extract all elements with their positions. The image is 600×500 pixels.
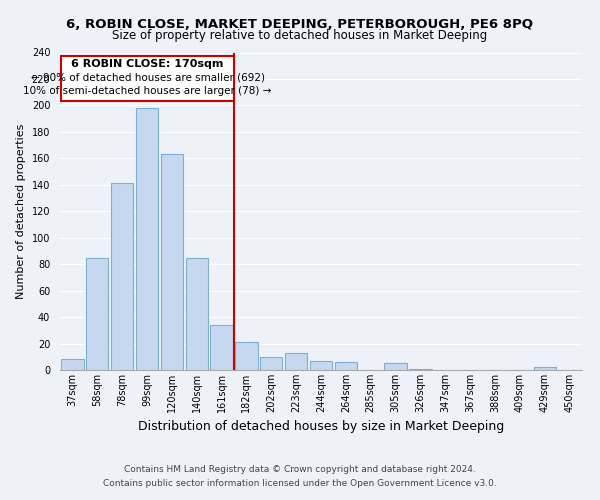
Bar bbox=[310, 360, 332, 370]
Bar bbox=[409, 368, 431, 370]
Bar bbox=[61, 360, 83, 370]
Bar bbox=[235, 342, 257, 370]
Bar bbox=[185, 258, 208, 370]
Text: Size of property relative to detached houses in Market Deeping: Size of property relative to detached ho… bbox=[112, 29, 488, 42]
Bar bbox=[285, 353, 307, 370]
Bar bbox=[260, 357, 283, 370]
FancyBboxPatch shape bbox=[61, 56, 234, 102]
Text: Contains HM Land Registry data © Crown copyright and database right 2024.
Contai: Contains HM Land Registry data © Crown c… bbox=[103, 466, 497, 487]
Bar bbox=[111, 184, 133, 370]
Bar bbox=[335, 362, 357, 370]
Bar bbox=[385, 364, 407, 370]
Text: 6 ROBIN CLOSE: 170sqm: 6 ROBIN CLOSE: 170sqm bbox=[71, 60, 224, 70]
Y-axis label: Number of detached properties: Number of detached properties bbox=[16, 124, 26, 299]
Bar bbox=[533, 368, 556, 370]
Text: 10% of semi-detached houses are larger (78) →: 10% of semi-detached houses are larger (… bbox=[23, 86, 272, 96]
Bar bbox=[161, 154, 183, 370]
Text: ← 90% of detached houses are smaller (692): ← 90% of detached houses are smaller (69… bbox=[31, 72, 265, 83]
X-axis label: Distribution of detached houses by size in Market Deeping: Distribution of detached houses by size … bbox=[138, 420, 504, 434]
Bar bbox=[136, 108, 158, 370]
Bar bbox=[86, 258, 109, 370]
Text: 6, ROBIN CLOSE, MARKET DEEPING, PETERBOROUGH, PE6 8PQ: 6, ROBIN CLOSE, MARKET DEEPING, PETERBOR… bbox=[67, 18, 533, 30]
Bar bbox=[211, 325, 233, 370]
